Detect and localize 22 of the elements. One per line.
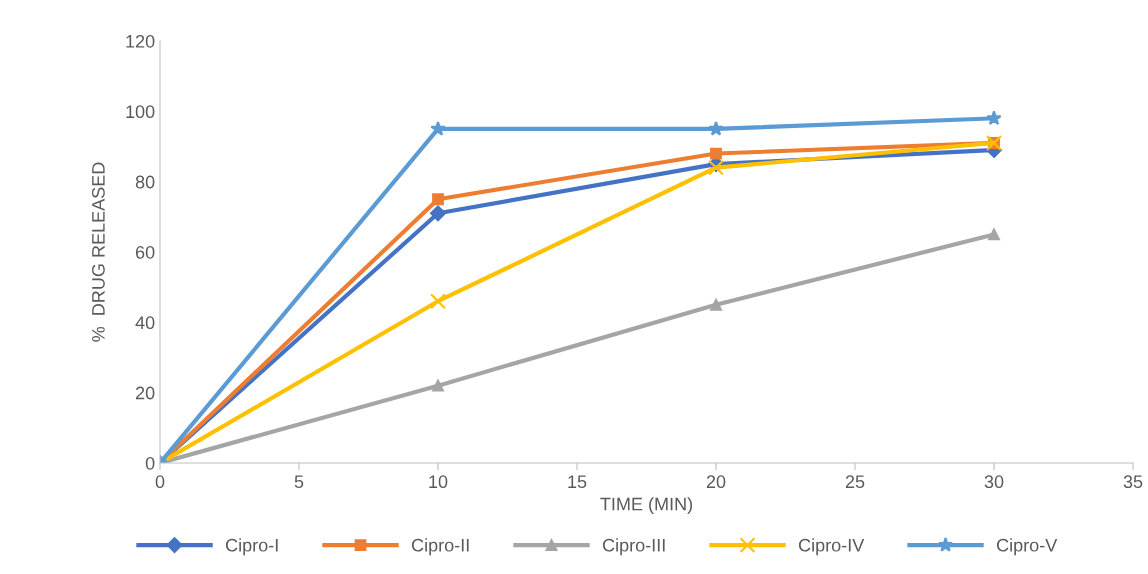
- x-tick-label: 10: [429, 475, 448, 489]
- legend-label: Cipro-II: [411, 538, 469, 556]
- x-tick-label: 15: [568, 475, 587, 489]
- x-tick-label: 20: [706, 475, 726, 489]
- y-tick-label: 20: [135, 386, 155, 400]
- y-tick-label: 100: [126, 105, 155, 119]
- y-tick-label: 120: [126, 34, 155, 48]
- x-tick-label: 5: [294, 475, 304, 489]
- legend-label: Cipro-III: [602, 538, 665, 556]
- y-tick-label: 40: [135, 316, 155, 330]
- y-tick-label: 0: [145, 456, 155, 470]
- x-tick-label: 30: [984, 475, 1004, 489]
- y-axis-title: % DRUG RELEASED: [92, 162, 105, 342]
- y-tick-label: 80: [135, 175, 155, 189]
- legend-label: Cipro-I: [226, 538, 278, 556]
- x-tick-label: 0: [155, 475, 165, 489]
- legend-label: Cipro-V: [997, 538, 1058, 556]
- y-tick-label: 60: [135, 245, 155, 259]
- legend-label: Cipro-IV: [798, 538, 865, 556]
- x-axis-title: TIME (MIN): [600, 497, 693, 515]
- x-tick-label: 25: [845, 475, 865, 489]
- x-tick-label: 35: [1123, 475, 1143, 489]
